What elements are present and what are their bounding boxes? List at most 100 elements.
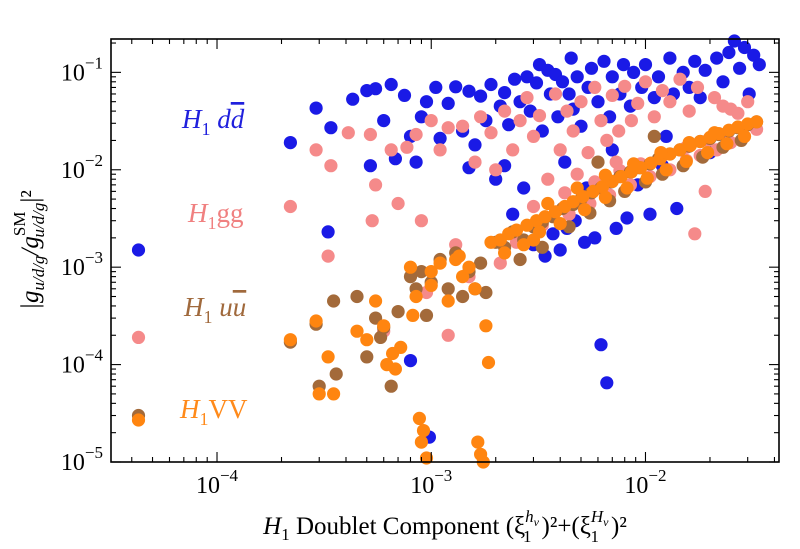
data-point bbox=[309, 314, 323, 328]
data-point bbox=[374, 330, 388, 344]
data-point bbox=[391, 305, 405, 319]
data-point bbox=[309, 101, 323, 115]
axis-labels: H1 Doublet Component (ξhv 1)²+(ξHv 1)² |gu/… bbox=[10, 190, 627, 546]
legend-label: H1VV bbox=[179, 394, 248, 429]
data-point bbox=[327, 387, 341, 401]
data-point bbox=[403, 354, 418, 368]
data-point bbox=[616, 58, 631, 72]
data-point bbox=[750, 115, 764, 129]
legend: H1 dd H1gg H1 uu H1VV bbox=[179, 104, 248, 429]
data-point bbox=[553, 243, 567, 257]
y-tick-label: 10−1 bbox=[61, 53, 103, 86]
data-point bbox=[321, 350, 335, 364]
data-point bbox=[414, 265, 428, 279]
plot-border bbox=[110, 38, 780, 463]
data-point bbox=[360, 333, 374, 347]
data-point bbox=[456, 289, 470, 304]
data-point bbox=[498, 246, 512, 260]
data-point bbox=[433, 131, 447, 145]
data-point bbox=[283, 136, 297, 150]
data-point bbox=[555, 75, 570, 89]
legend-label: H1gg bbox=[187, 198, 244, 233]
data-point bbox=[597, 54, 611, 68]
data-point bbox=[594, 338, 608, 352]
data-point bbox=[752, 58, 766, 72]
data-point bbox=[722, 45, 736, 60]
data-point bbox=[716, 75, 730, 89]
data-point bbox=[409, 155, 423, 169]
data-point bbox=[433, 143, 447, 157]
data-point bbox=[570, 181, 584, 195]
data-point bbox=[614, 170, 628, 184]
data-point bbox=[541, 196, 555, 211]
data-point bbox=[441, 96, 455, 110]
data-point bbox=[452, 249, 466, 263]
data-point bbox=[526, 129, 541, 143]
data-point bbox=[578, 203, 592, 217]
data-point bbox=[456, 270, 470, 284]
data-point bbox=[363, 127, 377, 142]
data-point bbox=[688, 54, 702, 68]
data-point bbox=[365, 214, 379, 228]
series-1 bbox=[131, 72, 764, 344]
data-point bbox=[474, 110, 488, 124]
data-point bbox=[659, 129, 673, 143]
data-point bbox=[690, 80, 705, 94]
data-point bbox=[591, 155, 605, 169]
data-point bbox=[441, 294, 455, 308]
data-point bbox=[541, 172, 555, 186]
data-point bbox=[506, 207, 520, 221]
data-point bbox=[584, 61, 599, 75]
data-point bbox=[409, 289, 423, 304]
data-point bbox=[403, 260, 418, 274]
data-point bbox=[489, 163, 503, 177]
data-point bbox=[670, 201, 684, 216]
data-point bbox=[377, 319, 391, 333]
data-point bbox=[520, 70, 534, 84]
data-point bbox=[400, 140, 414, 154]
data-point bbox=[564, 51, 578, 65]
data-point bbox=[131, 330, 146, 344]
data-point bbox=[698, 184, 712, 198]
data-point bbox=[560, 104, 574, 118]
data-point bbox=[479, 285, 493, 300]
data-point bbox=[414, 435, 428, 449]
data-point bbox=[707, 91, 722, 105]
data-point bbox=[309, 143, 323, 157]
data-point bbox=[403, 270, 418, 284]
data-point bbox=[346, 92, 360, 106]
data-point bbox=[733, 61, 747, 75]
data-point bbox=[369, 178, 383, 192]
data-point bbox=[388, 362, 402, 376]
data-point bbox=[131, 413, 146, 427]
data-point bbox=[360, 350, 374, 364]
data-point bbox=[474, 256, 488, 270]
data-point bbox=[517, 181, 531, 195]
data-point bbox=[462, 260, 476, 274]
data-point bbox=[481, 355, 496, 370]
series-3 bbox=[131, 115, 764, 469]
data-point bbox=[598, 168, 613, 182]
legend-label: H1 uu bbox=[183, 292, 246, 327]
data-point bbox=[598, 190, 613, 204]
data-point bbox=[406, 308, 420, 322]
data-point bbox=[737, 129, 752, 143]
data-point bbox=[737, 40, 752, 55]
y-tick-label: 10−2 bbox=[61, 151, 103, 184]
data-point bbox=[538, 210, 552, 224]
data-point bbox=[620, 181, 634, 195]
data-point bbox=[693, 91, 707, 105]
y-tick-label: 10−4 bbox=[61, 346, 104, 379]
data-point bbox=[673, 143, 687, 157]
data-point bbox=[546, 227, 560, 241]
data-point bbox=[424, 278, 438, 292]
data-point bbox=[553, 217, 567, 231]
data-point bbox=[640, 171, 654, 185]
data-point bbox=[468, 138, 482, 152]
data-point bbox=[529, 76, 544, 90]
data-point bbox=[663, 95, 677, 109]
data-point bbox=[377, 114, 391, 128]
data-point bbox=[688, 227, 702, 241]
x-tick-label: 10−3 bbox=[410, 466, 452, 499]
data-point bbox=[441, 328, 455, 342]
